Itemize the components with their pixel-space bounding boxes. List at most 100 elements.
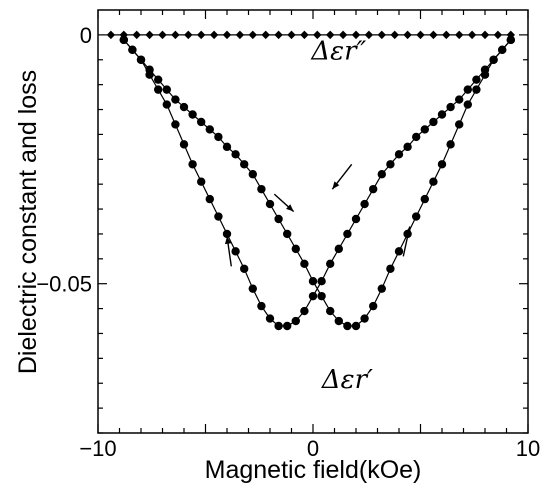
- data-point: [308, 277, 318, 286]
- data-point: [317, 277, 326, 286]
- data-point: [231, 247, 240, 256]
- data-point: [386, 160, 395, 169]
- x-tick-label: −10: [79, 436, 116, 461]
- data-point: [265, 199, 275, 209]
- data-point: [377, 30, 386, 40]
- sweep-arrow: [273, 193, 295, 213]
- data-point: [412, 132, 421, 142]
- axis-ticks: [97, 10, 529, 434]
- data-point: [403, 142, 412, 152]
- data-point: [184, 30, 193, 40]
- data-point: [261, 30, 270, 40]
- data-point: [334, 316, 343, 326]
- plot-frame: [97, 9, 529, 434]
- data-point: [162, 100, 171, 109]
- arrow-head: [405, 226, 412, 235]
- arrow-head: [224, 236, 232, 245]
- data-point: [274, 214, 283, 224]
- data-point: [154, 75, 163, 84]
- data-point: [222, 229, 232, 239]
- data-point: [489, 55, 498, 64]
- series-line: [123, 39, 512, 327]
- data-point: [455, 30, 464, 40]
- data-point: [248, 170, 257, 179]
- data-point: [480, 30, 490, 40]
- annotation-constant: Δεr′: [321, 365, 373, 395]
- data-point: [179, 102, 189, 112]
- data-point: [437, 160, 447, 169]
- data-point: [437, 110, 447, 119]
- data-point: [287, 30, 296, 40]
- data-point: [403, 30, 412, 40]
- data-point: [205, 125, 214, 134]
- data-point: [455, 120, 464, 129]
- data-point: [480, 70, 490, 79]
- data-point: [214, 132, 223, 142]
- data-point: [188, 160, 197, 169]
- data-point: [291, 244, 300, 254]
- data-point: [145, 30, 154, 40]
- data-point: [317, 291, 326, 301]
- data-point: [222, 30, 232, 40]
- data-point: [446, 140, 455, 149]
- data-point: [171, 95, 180, 104]
- data-point: [283, 321, 292, 331]
- data-point: [463, 85, 472, 94]
- data-point: [326, 30, 335, 40]
- data-point: [326, 259, 335, 268]
- data-point: [119, 35, 128, 45]
- data-point: [171, 30, 180, 40]
- data-point: [386, 264, 395, 273]
- data-point: [360, 314, 369, 323]
- data-point: [300, 306, 309, 316]
- data-point: [472, 75, 481, 84]
- data-point: [364, 30, 374, 40]
- data-point: [257, 184, 266, 194]
- data-point: [162, 85, 171, 94]
- data-point: [455, 95, 464, 104]
- data-point: [360, 199, 369, 209]
- data-point: [334, 244, 343, 254]
- tick-labels: −10 0 10 0 −0.05: [36, 23, 540, 461]
- data-point: [222, 142, 232, 152]
- data-point: [231, 150, 240, 159]
- data-point: [283, 229, 292, 239]
- data-point: [197, 117, 206, 127]
- data-point: [171, 120, 180, 129]
- data-point: [265, 314, 275, 323]
- data-point: [369, 184, 378, 194]
- data-point: [416, 30, 425, 40]
- data-point: [493, 30, 503, 40]
- data-point: [429, 177, 438, 186]
- data-point: [326, 306, 335, 316]
- data-point: [442, 30, 451, 40]
- data-point: [132, 30, 141, 40]
- series-line: [123, 39, 512, 327]
- sweep-arrow: [402, 226, 412, 257]
- data-point: [235, 30, 245, 40]
- data-point: [209, 30, 219, 40]
- data-point: [128, 45, 137, 55]
- data-point: [248, 30, 257, 40]
- y-tick-label: −0.05: [36, 272, 92, 297]
- data-point: [351, 321, 361, 331]
- data-point: [472, 85, 481, 94]
- data-point: [394, 150, 404, 159]
- data-point: [343, 229, 352, 239]
- x-tick-label: 0: [307, 436, 319, 461]
- data-point: [412, 212, 421, 221]
- data-point: [257, 301, 266, 311]
- y-tick-label: 0: [80, 23, 92, 48]
- data-point: [420, 125, 429, 134]
- data-point: [498, 45, 507, 55]
- x-axis-label: Magnetic field(kOe): [205, 456, 422, 483]
- data-point: [300, 30, 309, 40]
- data-point: [205, 194, 214, 204]
- data-point: [313, 30, 322, 40]
- data-point: [274, 321, 283, 331]
- data-point: [300, 259, 309, 268]
- data-point: [214, 212, 223, 221]
- data-point: [429, 117, 438, 127]
- data-point: [197, 177, 206, 186]
